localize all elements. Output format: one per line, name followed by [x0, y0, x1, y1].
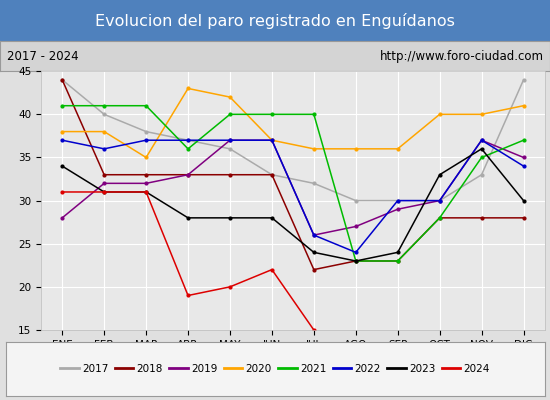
Text: http://www.foro-ciudad.com: http://www.foro-ciudad.com [379, 50, 543, 63]
Legend: 2017, 2018, 2019, 2020, 2021, 2022, 2023, 2024: 2017, 2018, 2019, 2020, 2021, 2022, 2023… [56, 360, 494, 378]
Text: Evolucion del paro registrado en Enguídanos: Evolucion del paro registrado en Enguída… [95, 13, 455, 29]
Text: 2017 - 2024: 2017 - 2024 [7, 50, 78, 63]
